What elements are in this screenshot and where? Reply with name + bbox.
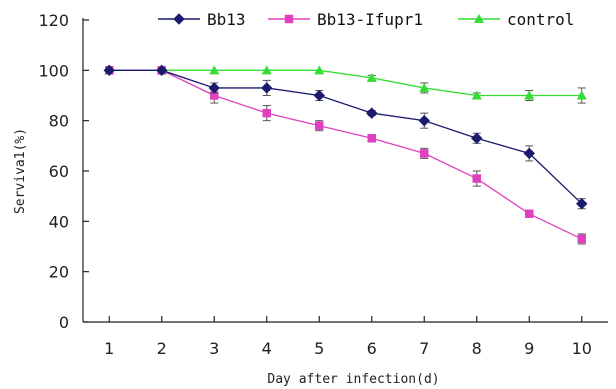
data-point xyxy=(262,108,271,118)
legend-label: control xyxy=(507,10,574,29)
data-point xyxy=(419,82,430,92)
data-point xyxy=(208,82,220,94)
y-axis-title: Serviva1(%) xyxy=(13,128,28,214)
y-tick-label: 20 xyxy=(49,263,69,282)
data-point xyxy=(525,209,534,219)
x-tick-label: 5 xyxy=(314,339,324,358)
data-point xyxy=(313,89,325,102)
data-point xyxy=(367,134,376,143)
x-tick-label: 7 xyxy=(419,339,429,358)
x-ticks: 1 2 3 4 5 6 7 8 9 10 xyxy=(104,316,592,358)
y-ticks: 0 20 40 60 80 100 120 xyxy=(38,11,89,332)
series-line xyxy=(109,69,582,97)
y-tick-label: 60 xyxy=(49,162,69,181)
x-tick-label: 2 xyxy=(157,339,167,358)
axes xyxy=(82,18,608,323)
legend-marker xyxy=(474,14,484,23)
legend-item-bb13-ifupr1: Bb13-Ifupr1 xyxy=(268,10,423,29)
data-point xyxy=(314,65,325,75)
data-point xyxy=(103,64,115,77)
series-bb13 xyxy=(103,64,588,210)
data-point xyxy=(366,72,377,82)
data-point xyxy=(261,82,273,94)
data-point xyxy=(472,174,481,183)
y-tick-label: 80 xyxy=(49,112,69,131)
x-tick-label: 10 xyxy=(572,339,592,358)
data-point xyxy=(576,90,587,100)
y-tick-label: 40 xyxy=(49,212,69,231)
x-axis-title: Day after infection(d) xyxy=(267,372,439,387)
legend-item-bb13: Bb13 xyxy=(158,10,246,29)
y-tick-label: 100 xyxy=(38,61,69,80)
x-tick-label: 1 xyxy=(104,339,114,358)
legend-marker xyxy=(284,14,294,24)
x-tick-label: 3 xyxy=(209,339,219,358)
legend: Bb13 Bb13-Ifupr1 control xyxy=(158,10,574,29)
series-line xyxy=(109,69,583,205)
data-point xyxy=(315,121,324,130)
series-control xyxy=(104,65,587,104)
data-point xyxy=(576,198,588,210)
data-point xyxy=(471,132,483,144)
x-tick-label: 4 xyxy=(262,339,272,358)
data-point xyxy=(577,234,586,244)
y-tick-label: 0 xyxy=(59,313,69,332)
data-point xyxy=(261,65,272,75)
data-point xyxy=(210,91,219,100)
data-point xyxy=(524,90,535,100)
series-layer xyxy=(103,64,588,245)
series-bb13-ifupr1 xyxy=(105,66,586,245)
x-tick-label: 8 xyxy=(472,339,482,358)
legend-marker xyxy=(173,13,185,25)
y-tick-label: 120 xyxy=(38,11,69,30)
legend-label: Bb13-Ifupr1 xyxy=(317,10,423,29)
data-point xyxy=(420,149,429,158)
legend-item-control: control xyxy=(458,10,574,29)
x-tick-label: 9 xyxy=(524,339,534,358)
data-point xyxy=(418,114,430,127)
data-point xyxy=(156,64,168,77)
data-point xyxy=(471,90,482,100)
data-point xyxy=(209,65,220,75)
x-tick-label: 6 xyxy=(367,339,377,358)
data-point xyxy=(523,147,535,160)
data-point xyxy=(366,107,378,119)
legend-label: Bb13 xyxy=(207,10,246,29)
series-line xyxy=(109,69,583,240)
